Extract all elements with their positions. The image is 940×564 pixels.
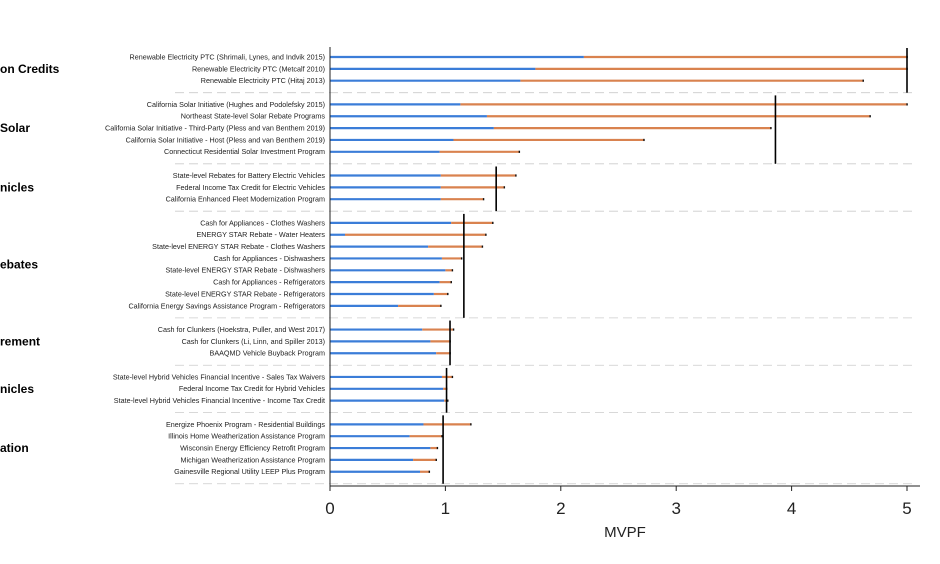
row-label: California Energy Savings Assistance Pro…: [128, 301, 325, 310]
bar-end-marker: [481, 245, 484, 248]
x-axis-title: MVPF: [604, 524, 646, 541]
row-label: State-level ENERGY STAR Rebate - Dishwas…: [165, 266, 325, 275]
row-label: State-level ENERGY STAR Rebate - Clothes…: [152, 242, 325, 251]
bar-end-marker: [770, 127, 772, 130]
bar-end-marker: [906, 103, 908, 106]
bar-end-marker: [428, 470, 431, 473]
bar-end-marker: [482, 198, 485, 201]
x-tick-label: 2: [556, 499, 565, 518]
row-label: Renewable Electricity PTC (Hitaj 2013): [201, 76, 325, 85]
row-labels: Renewable Electricity PTC (Shrimali, Lyn…: [105, 52, 325, 476]
bar-end-marker: [869, 115, 871, 118]
bar-end-marker: [503, 186, 506, 189]
x-tick-label: 3: [671, 499, 680, 518]
bar-end-marker: [492, 221, 494, 224]
group-label: ebates: [0, 257, 38, 271]
bar-end-marker: [451, 375, 454, 379]
bar-end-marker: [451, 269, 454, 272]
row-label: California Enhanced Fleet Modernization …: [166, 195, 325, 204]
group-label: on Credits: [0, 62, 60, 76]
bars-layer: [330, 55, 908, 473]
x-tick-label: 0: [325, 499, 334, 518]
row-label: Energize Phoenix Program - Residential B…: [166, 420, 325, 429]
bar-end-marker: [518, 150, 521, 153]
bar-end-marker: [643, 138, 645, 142]
row-label: California Solar Initiative - Third-Part…: [105, 124, 325, 133]
group-label: nicles: [0, 382, 34, 396]
bar-end-marker: [470, 423, 472, 426]
row-label: Michigan Weatherization Assistance Progr…: [181, 455, 325, 464]
group-separators: [175, 92, 915, 485]
row-label: Connecticut Residential Solar Investment…: [164, 147, 325, 156]
bar-end-marker: [450, 281, 452, 284]
bar-end-marker: [441, 435, 443, 438]
bar-end-marker: [485, 233, 487, 236]
x-axis: 0 1 2 3 4 5: [325, 47, 920, 518]
row-label: ENERGY STAR Rebate - Water Heaters: [197, 230, 326, 239]
group-average-lines: [442, 48, 908, 484]
row-label: Cash for Clunkers (Hoekstra, Puller, and…: [158, 325, 325, 334]
row-label: Renewable Electricity PTC (Metcalf 2010): [192, 64, 325, 73]
x-tick-label: 1: [441, 499, 450, 518]
row-label: Renewable Electricity PTC (Shrimali, Lyn…: [130, 52, 325, 61]
bar-end-marker: [460, 257, 463, 260]
row-label: State-level Hybrid Vehicles Financial In…: [113, 372, 326, 381]
bar-end-marker: [447, 292, 449, 296]
row-label: Cash for Appliances - Refrigerators: [213, 278, 325, 287]
group-label: ation: [0, 441, 29, 455]
row-label: State-level Rebates for Battery Electric…: [173, 171, 326, 180]
group-label: Solar: [0, 121, 30, 135]
row-label: Cash for Clunkers (Li, Linn, and Spiller…: [182, 337, 325, 346]
row-label: State-level Hybrid Vehicles Financial In…: [114, 396, 325, 405]
group-labels: on Credits Solar nicles ebates rement nicles a…: [0, 62, 60, 455]
row-label: California Solar Initiative - Host (Ples…: [126, 135, 325, 144]
row-label: Cash for Appliances - Clothes Washers: [200, 218, 325, 227]
group-label: nicles: [0, 180, 34, 194]
row-label: Northeast State-level Solar Rebate Progr…: [181, 112, 326, 121]
bar-end-marker: [435, 458, 437, 461]
x-tick-label: 5: [902, 499, 911, 518]
row-label: Federal Income Tax Credit for Electric V…: [176, 183, 325, 192]
row-label: State-level ENERGY STAR Rebate - Refrige…: [165, 289, 325, 298]
row-label: California Solar Initiative (Hughes and …: [147, 100, 325, 109]
row-label: Gainesville Regional Utility LEEP Plus P…: [174, 467, 325, 476]
bar-end-marker: [440, 304, 442, 307]
bar-end-marker: [862, 79, 864, 82]
bar-end-marker: [447, 399, 449, 402]
group-label: rement: [0, 334, 40, 348]
bar-end-marker: [452, 328, 455, 331]
row-label: BAAQMD Vehicle Buyback Program: [210, 349, 325, 358]
x-tick-label: 4: [787, 499, 796, 518]
bar-end-marker: [515, 174, 517, 177]
bar-end-marker: [436, 446, 439, 450]
row-label: Wisconsin Energy Efficiency Retrofit Pro…: [180, 443, 325, 452]
row-label: Illinois Home Weatherization Assistance …: [168, 432, 325, 441]
row-label: Cash for Appliances - Dishwashers: [214, 254, 326, 263]
row-label: Federal Income Tax Credit for Hybrid Veh…: [179, 384, 325, 393]
